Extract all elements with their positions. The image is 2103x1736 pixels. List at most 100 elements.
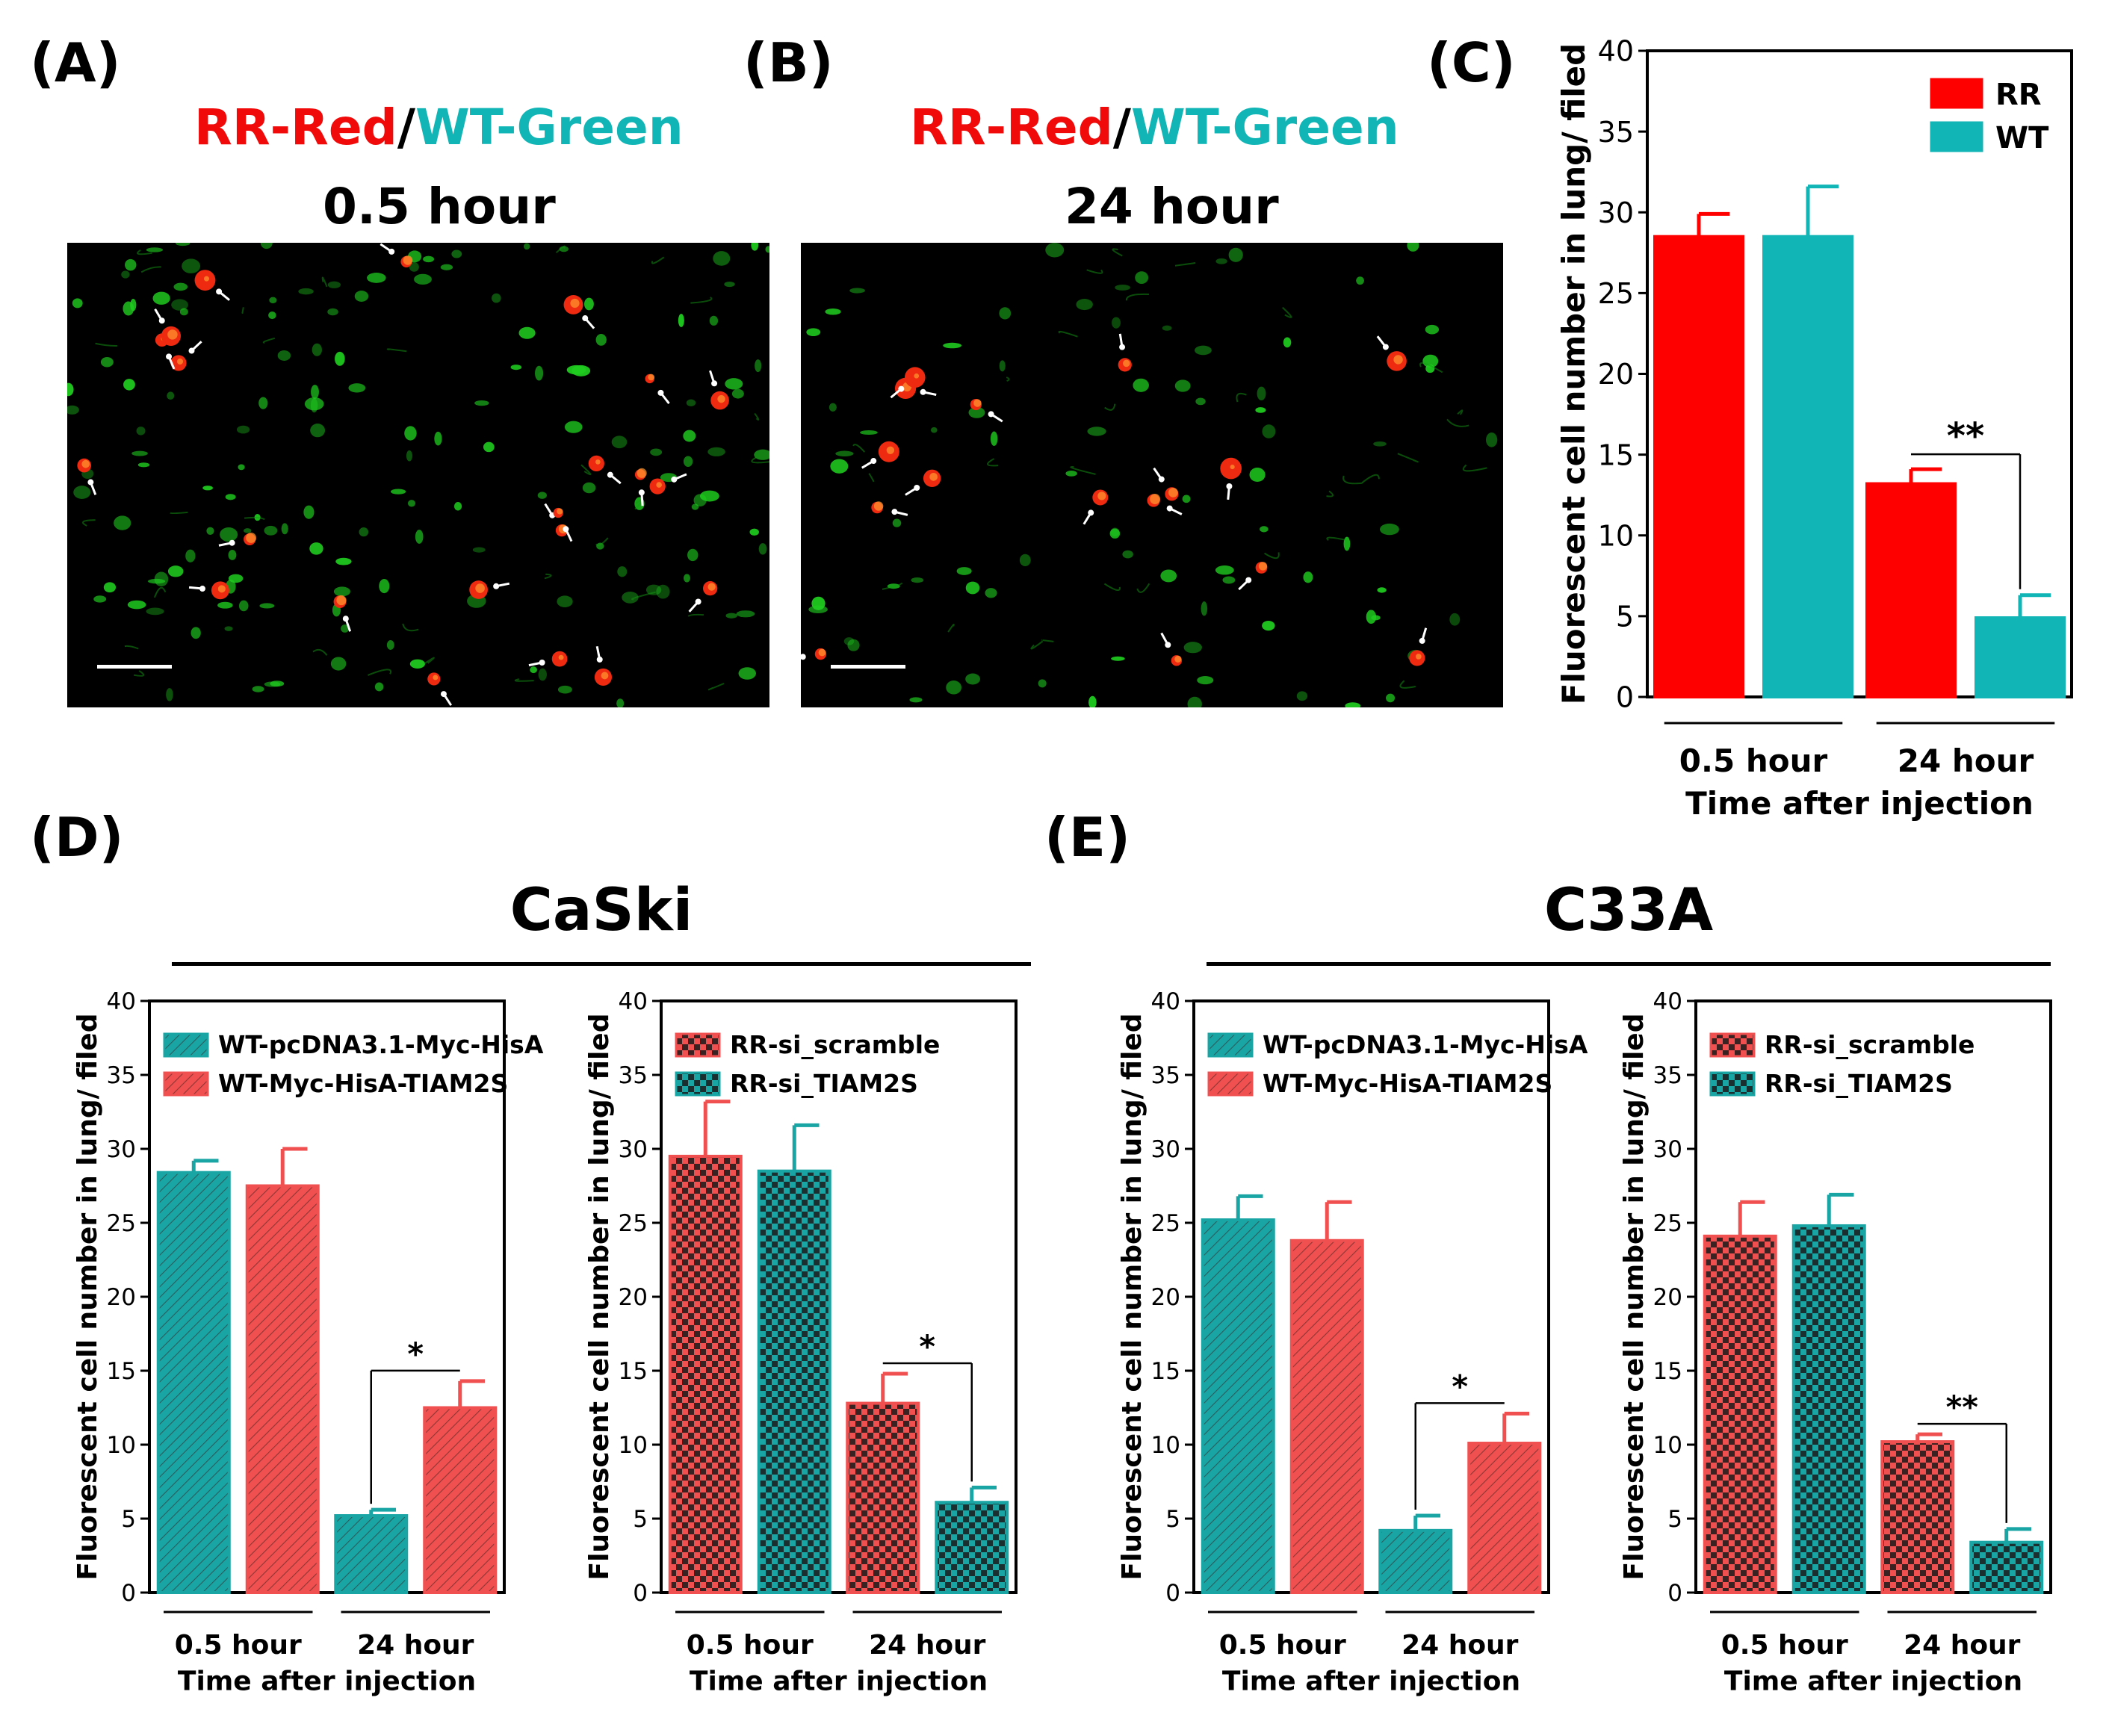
green-cell [835,450,854,456]
panel-label-b: (B) [743,31,834,94]
x-category-label: 24 hour [1898,743,2034,779]
y-tick-label: 40 [1151,988,1180,1015]
green-cell [1160,569,1177,583]
green-cell [409,659,426,669]
green-cell [1109,528,1121,539]
arrow-head-icon [914,484,920,491]
arrow-head-icon [539,659,545,666]
group-title-caski: CaSki [510,877,693,944]
y-tick-label: 25 [1151,1210,1180,1237]
tissue-strand [1104,403,1116,411]
legend-label: RR-si_scramble [1765,1030,1975,1059]
panel-label-d: (D) [30,806,124,869]
green-cell [404,426,417,441]
red-cell-core [1097,492,1106,500]
red-cell-core [570,298,580,309]
bar [935,1501,1009,1594]
green-cell [252,686,264,692]
green-cell [406,450,412,462]
green-cell [645,584,662,595]
tissue-strand [1086,269,1103,274]
micrograph-a-canvas [67,243,769,707]
green-cell [303,505,315,519]
legend-swatch [675,1071,721,1097]
y-tick-label: 0 [121,1580,136,1607]
bar [757,1169,831,1594]
legend-label: WT-pcDNA3.1-Myc-HisA [218,1030,544,1059]
green-cell [264,525,278,536]
arrow-head-icon [1158,476,1165,483]
tissue-strand [555,245,566,254]
green-cell [217,601,233,609]
arrow-head-icon [493,583,500,589]
green-cell [407,500,416,507]
tissue-strand [1103,583,1121,592]
green-cell [656,584,670,599]
y-tick-label: 20 [107,1284,136,1311]
tissue-strand [1006,376,1010,382]
legend-label: WT-Myc-HisA-TIAM2S [218,1069,508,1098]
significance-label: * [919,1329,935,1365]
green-cell [1345,702,1361,707]
green-cell [451,249,462,258]
green-cell [414,273,432,285]
green-cell [709,315,719,326]
panel-b-title: RR-Red/WT-Green [910,103,1399,152]
tissue-strand [140,266,161,273]
tissue-strand [1125,293,1149,301]
green-cell [843,637,855,645]
red-cell-core [1258,562,1268,571]
green-cell [860,430,878,435]
red-cell-core [1416,654,1422,660]
y-tick-label: 10 [107,1432,136,1459]
red-cell-core [929,472,938,481]
green-cell [335,557,352,565]
x-axis-label: Time after injection [1724,1666,2022,1696]
green-cell [622,592,639,604]
arrow-head-icon [870,458,877,465]
y-tick-label: 25 [1653,1210,1682,1237]
arrow-head-icon [988,411,994,418]
tissue-strand [751,456,769,464]
x-category-label: 24 hour [357,1630,474,1661]
y-tick-label: 35 [1653,1062,1682,1089]
tissue-strand [690,297,713,304]
legend-label: RR-si_TIAM2S [1765,1069,1953,1098]
arrow-head-icon [87,479,94,486]
green-cell [725,378,743,390]
x-category-label: 0.5 hour [175,1630,302,1661]
green-cell [1133,378,1149,392]
green-cell [281,523,288,535]
green-cell [136,427,146,435]
green-cell [379,579,390,594]
green-cell [492,293,501,303]
green-cell [678,314,684,327]
red-cell-core [1150,494,1161,505]
green-cell [93,595,107,603]
y-tick-label: 40 [1653,988,1682,1015]
green-cell [1215,565,1234,575]
green-cell [202,486,213,491]
tissue-strand [651,256,665,264]
legend-swatch [1930,78,1983,109]
green-cell [327,308,338,316]
green-cell [611,435,628,449]
x-axis-label: Time after injection [1685,785,2034,822]
y-tick-label: 0 [1165,1580,1180,1607]
x-axis-label: Time after injection [178,1666,476,1696]
legend-label: RR [1995,78,2042,112]
green-cell [530,666,538,674]
green-cell [171,299,188,311]
green-cell [1019,554,1031,566]
legend-label: WT [1995,121,2049,155]
green-cell [582,482,596,494]
tissue-strand [852,444,866,453]
panel-a-title: RR-Red/WT-Green [194,103,684,152]
green-cell [1262,424,1276,438]
green-cell [1486,433,1498,447]
significance-label: * [407,1336,424,1372]
green-cell [1174,379,1191,392]
arrow-head-icon [342,616,349,622]
